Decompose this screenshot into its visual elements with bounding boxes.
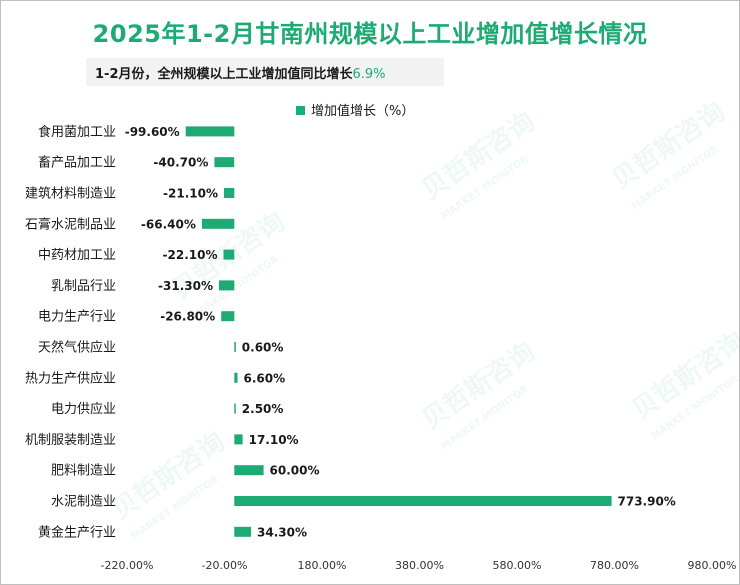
x-tick-label: -220.00% xyxy=(101,559,154,572)
bar xyxy=(185,126,235,137)
category-label: 电力生产行业 xyxy=(38,310,116,325)
legend-label: 增加值增长（%） xyxy=(311,104,415,119)
data-label: -40.70% xyxy=(153,156,208,170)
x-tick-label: 580.00% xyxy=(493,559,542,572)
x-tick-label: 180.00% xyxy=(298,559,347,572)
data-label: 0.60% xyxy=(242,341,284,355)
category-label: 电力供应业 xyxy=(51,401,116,417)
data-label: 2.50% xyxy=(242,402,284,416)
category-label: 建筑材料制造业 xyxy=(25,186,116,202)
chart-title: 2025年1-2月甘南州规模以上工业增加值增长情况 xyxy=(92,20,648,48)
category-label: 肥料制造业 xyxy=(51,464,116,479)
bar xyxy=(224,188,235,198)
x-tick-label: -20.00% xyxy=(202,559,248,572)
category-label: 乳制品行业 xyxy=(51,279,116,294)
data-label: 60.00% xyxy=(270,464,320,478)
bar xyxy=(234,434,243,445)
bar xyxy=(234,496,612,506)
category-label: 水泥制造业 xyxy=(51,495,116,510)
category-label: 食用菌加工业 xyxy=(38,124,116,140)
x-tick-label: 980.00% xyxy=(688,559,737,572)
bar xyxy=(234,403,236,414)
subtitle-box xyxy=(86,58,444,86)
x-tick-label: 780.00% xyxy=(590,559,639,572)
data-label: 34.30% xyxy=(257,525,307,539)
category-label: 石膏水泥制品业 xyxy=(25,216,116,232)
data-label: -99.60% xyxy=(125,125,180,139)
legend-swatch xyxy=(296,106,305,115)
bar xyxy=(234,342,236,352)
data-label: -22.10% xyxy=(163,248,218,262)
bar xyxy=(201,218,235,229)
x-tick-label: 380.00% xyxy=(395,559,444,572)
data-label: 773.90% xyxy=(618,495,676,509)
bar xyxy=(214,157,235,168)
category-label: 黄金生产行业 xyxy=(38,524,116,540)
bar xyxy=(234,465,264,476)
category-label: 热力生产供应业 xyxy=(25,370,116,386)
bar xyxy=(223,249,235,260)
subtitle-text: 1-2月份，全州规模以上工业增加值同比增长 xyxy=(95,67,353,82)
data-label: -26.80% xyxy=(160,310,215,324)
category-label: 中药材加工业 xyxy=(38,248,116,263)
bar xyxy=(221,311,235,322)
subtitle-value: 6.9% xyxy=(352,67,386,82)
category-label: 畜产品加工业 xyxy=(38,155,116,171)
legend: 增加值增长（%） xyxy=(296,100,414,119)
bar xyxy=(234,372,238,383)
data-label: 6.60% xyxy=(244,371,286,385)
data-label: -31.30% xyxy=(158,279,213,293)
category-label: 天然气供应业 xyxy=(38,340,116,356)
data-label: 17.10% xyxy=(249,433,299,447)
bar xyxy=(219,280,235,291)
data-label: -66.40% xyxy=(141,217,196,231)
category-label: 机制服装制造业 xyxy=(25,433,116,448)
data-label: -21.10% xyxy=(163,187,218,201)
chart-subtitle: 1-2月份，全州规模以上工业增加值同比增长6.9% xyxy=(95,63,386,82)
bar xyxy=(234,526,251,537)
